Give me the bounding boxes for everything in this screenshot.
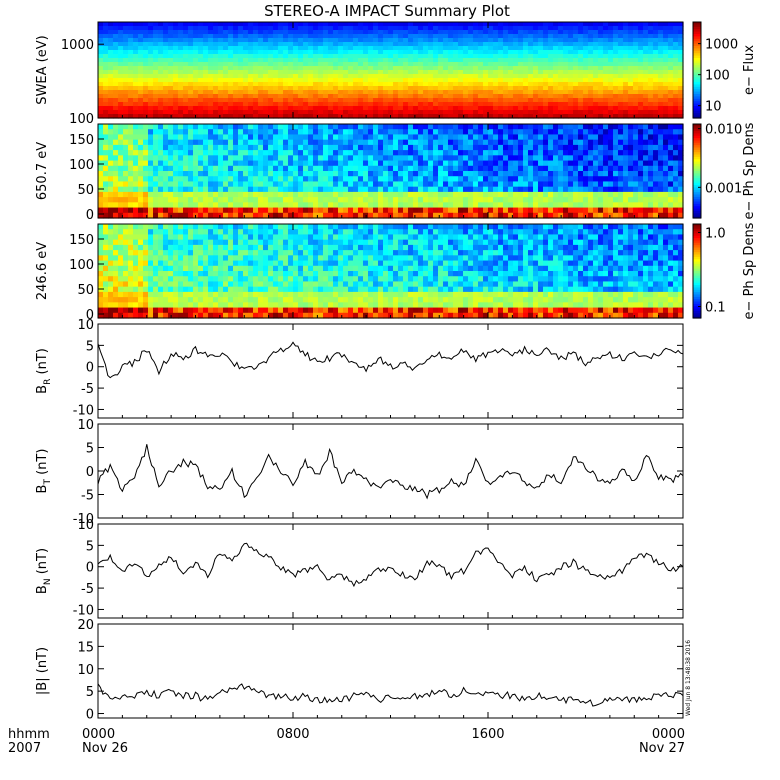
colorbar-1: 0.010 0.001 e− Ph Sp Dens	[692, 122, 757, 219]
colorbar-tick: 1.0	[705, 226, 726, 241]
ytick-label: 10	[77, 418, 94, 433]
time-tick-date: Nov 27	[639, 741, 685, 756]
line-ylabel-5: BN (nT)	[35, 548, 53, 594]
line-frame-4	[97, 423, 684, 519]
colorbar-tick: 1000	[705, 38, 738, 53]
series-line-6	[97, 683, 684, 707]
line-frame-3	[97, 323, 684, 419]
series-line-3	[97, 341, 684, 379]
time-unit-label: hhmm	[8, 727, 50, 742]
ytick-label: 20	[77, 618, 94, 633]
ytick-label: 50	[77, 183, 94, 198]
colorbar-tick: 10	[705, 100, 722, 115]
line-ylabel-3: BR (nT)	[35, 348, 53, 394]
year-label: 2007	[8, 741, 41, 756]
line-panel-3: 10 5 0 -5 -10 BR (nT)	[35, 318, 684, 419]
line-ylabel-4: BT (nT)	[35, 449, 53, 494]
ytick-label: -10	[73, 512, 94, 527]
heatmap-panel-0: 1000 100 SWEA (eV)	[35, 21, 684, 127]
ytick-label: 100	[69, 158, 94, 173]
colorbar-label-2: e− Ph Sp Dens	[742, 222, 757, 319]
ytick-label: 150	[69, 233, 94, 248]
ytick-label: 0	[86, 561, 94, 576]
time-tick-label: 0800	[276, 727, 309, 742]
line-panel-4: 10 5 0 -5 -10 BT (nT)	[35, 418, 684, 527]
ytick-label: 10	[77, 518, 94, 533]
colorbar-label-1: e− Ph Sp Dens	[742, 122, 757, 219]
ytick-label: 0	[86, 208, 94, 223]
ytick-label: -10	[73, 603, 94, 618]
ytick-label: 5	[86, 539, 94, 554]
colorbar-tick: 0.001	[705, 181, 742, 196]
ytick-label: 0	[86, 708, 94, 723]
line-frame-5	[97, 523, 684, 619]
colorbar-label-0: e− Flux	[742, 45, 757, 95]
heatmap-panel-1: 150 100 50 0 650.7 eV	[35, 123, 684, 223]
ytick-label: -5	[81, 382, 94, 397]
colorbar-tick: 100	[705, 69, 730, 84]
heatmap-ylabel-1: 650.7 eV	[35, 142, 50, 200]
ytick-label: 50	[77, 283, 94, 298]
time-tick-label: 0000	[82, 727, 115, 742]
ytick-label: 0	[86, 361, 94, 376]
ytick-label: -5	[81, 582, 94, 597]
ytick-label: 1000	[61, 38, 94, 53]
line-panel-6: 20 15 10 5 0 |B| (nT)	[35, 618, 684, 723]
line-panel-5: 10 5 0 -5 -10 BN (nT)	[35, 518, 684, 619]
ytick-label: 0	[86, 308, 94, 323]
ytick-label: -10	[73, 403, 94, 418]
series-line-4	[97, 444, 684, 500]
colorbar-2: 1.0 0.1 e− Ph Sp Dens	[692, 222, 757, 319]
ytick-label: 150	[69, 133, 94, 148]
plot-title: STEREO-A IMPACT Summary Plot	[264, 2, 510, 20]
series-line-5	[97, 542, 684, 588]
line-ylabel-6: |B| (nT)	[35, 647, 50, 695]
ytick-label: 0	[86, 465, 94, 480]
line-frame-6	[97, 623, 684, 719]
time-tick-date: Nov 26	[82, 741, 128, 756]
ytick-label: 5	[86, 685, 94, 700]
time-tick-label: 1600	[471, 727, 504, 742]
ytick-label: 100	[69, 258, 94, 273]
ytick-label: 15	[77, 640, 94, 655]
heatmap-panel-2: 150 100 50 0 246.6 eV	[35, 223, 684, 323]
heatmap-ylabel-2: 246.6 eV	[35, 242, 50, 300]
generation-stamp: Wed Jun 8 13:48:38 2016	[685, 640, 692, 716]
colorbar-tick: 0.1	[705, 301, 726, 316]
ytick-label: 10	[77, 318, 94, 333]
ytick-label: 5	[86, 339, 94, 354]
ytick-label: -5	[81, 489, 94, 504]
colorbar-tick: 0.010	[705, 123, 742, 138]
ytick-label: 10	[77, 663, 94, 678]
heatmap-ylabel-0: SWEA (eV)	[35, 35, 50, 104]
ytick-label: 100	[69, 112, 94, 127]
colorbar-0: 1000 100 10 e− Flux	[692, 21, 757, 119]
time-tick-label: 0000	[652, 727, 685, 742]
ytick-label: 5	[86, 442, 94, 457]
